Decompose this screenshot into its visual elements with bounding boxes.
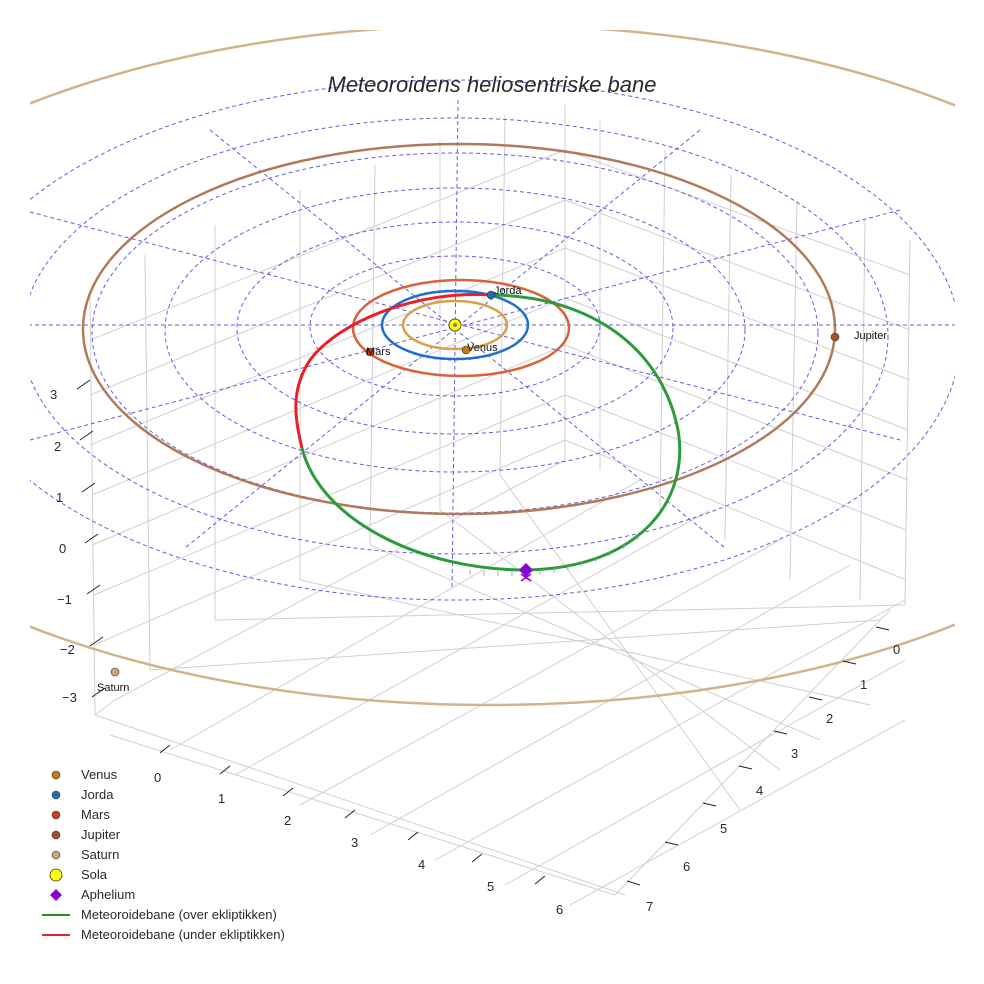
svg-text:−3: −3 bbox=[62, 690, 77, 705]
mars-legend-icon bbox=[51, 810, 61, 820]
saturn-marker[interactable] bbox=[110, 667, 120, 677]
svg-text:0: 0 bbox=[893, 642, 900, 657]
mars-label: Mars bbox=[366, 346, 391, 358]
jupiter-legend-icon bbox=[51, 830, 61, 840]
svg-text:3: 3 bbox=[351, 835, 358, 850]
svg-text:1: 1 bbox=[56, 490, 63, 505]
svg-text:7: 7 bbox=[646, 899, 653, 914]
svg-text:2: 2 bbox=[284, 813, 291, 828]
svg-text:4: 4 bbox=[756, 783, 763, 798]
green-line-legend-icon bbox=[42, 914, 70, 916]
chart-title: Meteoroidens heliosentriske bane bbox=[327, 72, 657, 97]
svg-text:3: 3 bbox=[791, 746, 798, 761]
svg-text:−1: −1 bbox=[57, 592, 72, 607]
jorda-legend-icon bbox=[51, 790, 61, 800]
svg-text:5: 5 bbox=[487, 879, 494, 894]
mars-marker[interactable] bbox=[365, 347, 375, 357]
saturn-legend-icon bbox=[51, 850, 61, 860]
mars-orbit bbox=[351, 278, 571, 378]
svg-text:2: 2 bbox=[826, 711, 833, 726]
sun-marker[interactable] bbox=[448, 318, 462, 332]
venus-orbit bbox=[401, 299, 509, 351]
orbit-drop-lines bbox=[469, 535, 639, 576]
svg-text:3: 3 bbox=[50, 387, 57, 402]
jupiter-marker[interactable] bbox=[830, 332, 840, 342]
z-axis bbox=[76, 379, 106, 698]
y-axis bbox=[626, 626, 890, 886]
z-axis-labels: 3 2 1 0 −1 −2 −3 bbox=[50, 387, 77, 705]
venus-legend-icon bbox=[51, 770, 61, 780]
jorda-orbit bbox=[380, 289, 530, 361]
svg-text:2: 2 bbox=[54, 439, 61, 454]
svg-text:1: 1 bbox=[218, 791, 225, 806]
jupiter-label: Jupiter bbox=[854, 330, 887, 342]
jorda-marker[interactable] bbox=[486, 290, 496, 300]
svg-text:0: 0 bbox=[59, 541, 66, 556]
x-axis bbox=[159, 744, 546, 885]
sun-legend-icon bbox=[49, 868, 63, 882]
saturn-orbit bbox=[30, 30, 955, 707]
jorda-label: Jorda bbox=[494, 285, 522, 297]
svg-text:−2: −2 bbox=[60, 642, 75, 657]
box-grid bbox=[89, 105, 911, 906]
svg-text:6: 6 bbox=[683, 859, 690, 874]
jupiter-orbit bbox=[81, 142, 837, 516]
svg-text:1: 1 bbox=[860, 677, 867, 692]
svg-text:0: 0 bbox=[154, 770, 161, 785]
x-axis-labels: 0 1 2 3 4 5 6 bbox=[154, 770, 563, 917]
meteoroid-orbit-over bbox=[300, 293, 682, 572]
svg-text:5: 5 bbox=[720, 821, 727, 836]
aphelium-marker[interactable] bbox=[519, 563, 533, 582]
diamond-legend-icon bbox=[50, 889, 62, 901]
venus-label: Venus bbox=[467, 342, 498, 354]
meteoroid-orbit-under bbox=[294, 292, 491, 449]
svg-text:6: 6 bbox=[556, 902, 563, 917]
red-line-legend-icon bbox=[42, 934, 70, 936]
svg-text:4: 4 bbox=[418, 857, 425, 872]
saturn-label: Saturn bbox=[97, 682, 129, 694]
venus-marker[interactable] bbox=[461, 345, 471, 355]
y-axis-labels: 0 1 2 3 4 5 6 7 bbox=[646, 642, 900, 914]
